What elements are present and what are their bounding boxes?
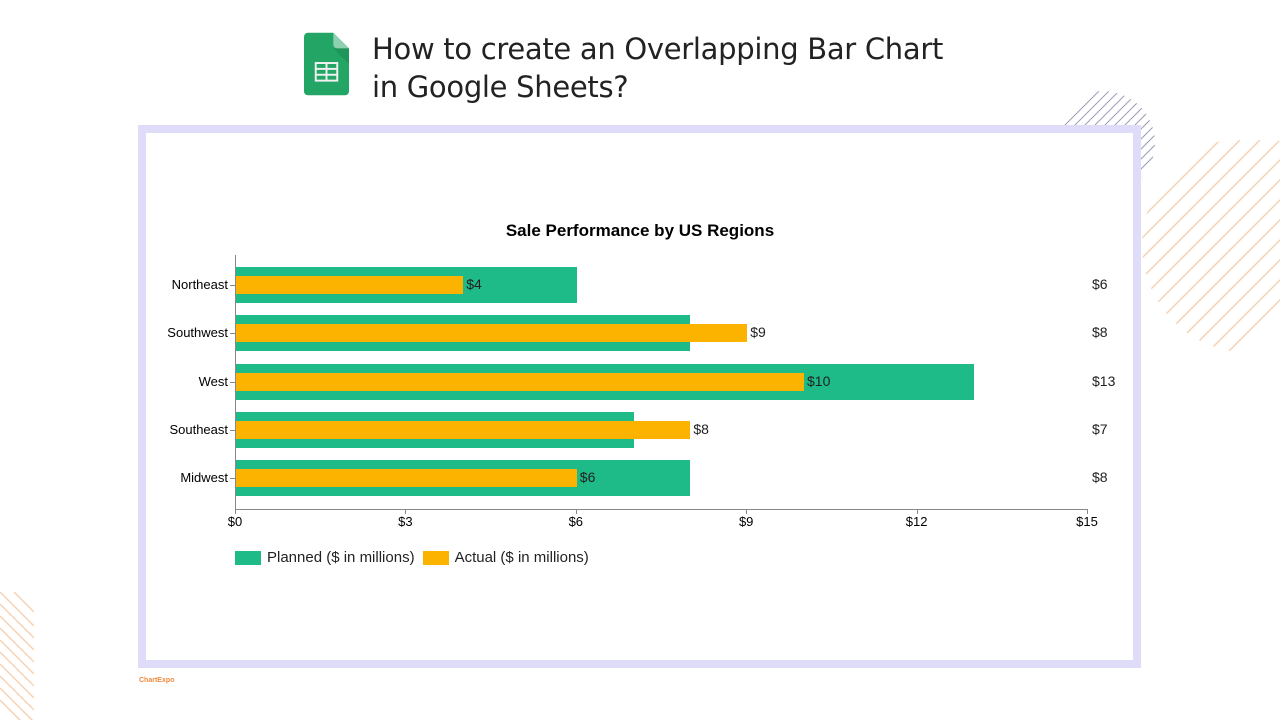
- legend-label-actual: Actual ($ in millions): [454, 549, 589, 566]
- legend-item-actual[interactable]: Actual ($ in millions): [422, 549, 589, 566]
- page-title: How to create an Overlapping Bar Chart i…: [372, 30, 943, 106]
- chartexpo-logo: ChartExpo: [139, 677, 175, 684]
- x-tick: [916, 509, 918, 514]
- bar-actual-southwest[interactable]: [236, 324, 748, 342]
- legend-label-planned: Planned ($ in millions): [267, 549, 415, 566]
- x-tick-label: $3: [398, 514, 413, 529]
- page-title-line2: in Google Sheets?: [372, 70, 629, 104]
- legend-swatch-planned: [235, 550, 261, 565]
- x-tick: [746, 509, 748, 514]
- x-tick: [1087, 509, 1088, 514]
- x-tick-label: $0: [227, 514, 243, 529]
- actual-value-label: $8: [693, 421, 709, 437]
- x-tick-label: $9: [738, 514, 754, 529]
- category-label: Northeast: [171, 277, 228, 292]
- decorative-stripes-right: [1142, 140, 1280, 353]
- chart-title: Sale Performance by US Regions: [505, 221, 775, 240]
- planned-value-label: $13: [1092, 373, 1116, 389]
- bar-actual-southeast[interactable]: [236, 421, 691, 439]
- x-tick: [235, 509, 236, 514]
- y-tick: [230, 285, 235, 286]
- actual-value-label: $6: [579, 469, 596, 485]
- x-tick-label: $6: [568, 514, 584, 529]
- planned-value-label: $7: [1092, 421, 1108, 437]
- y-tick: [230, 478, 235, 479]
- decorative-stripes-bottom-left: [0, 592, 34, 720]
- header: [304, 32, 349, 96]
- category-label: Southeast: [169, 422, 228, 437]
- category-label: Southwest: [167, 325, 228, 340]
- y-axis-line: [235, 255, 236, 510]
- page-title-line1: How to create an Overlapping Bar Chart: [372, 32, 944, 66]
- x-tick-label: $12: [905, 514, 928, 529]
- x-tick: [405, 509, 407, 514]
- x-axis-line: [235, 509, 1088, 510]
- planned-value-label: $8: [1092, 324, 1108, 340]
- y-tick: [230, 382, 235, 383]
- y-tick: [230, 430, 235, 431]
- x-tick-label: $15: [1076, 514, 1098, 529]
- google-sheets-icon: [304, 32, 349, 96]
- actual-value-label: $9: [750, 324, 766, 340]
- bar-actual-midwest[interactable]: [236, 469, 577, 487]
- chart-legend: Planned ($ in millions) Actual ($ in mil…: [235, 549, 597, 566]
- bar-actual-west[interactable]: [236, 373, 804, 391]
- category-label: Midwest: [180, 470, 228, 485]
- legend-swatch-actual: [422, 550, 449, 565]
- bar-actual-northeast[interactable]: [236, 276, 464, 294]
- x-tick: [575, 509, 577, 514]
- planned-value-label: $6: [1092, 276, 1108, 292]
- category-label: West: [198, 374, 228, 389]
- actual-value-label: $10: [807, 373, 831, 389]
- y-tick: [230, 333, 235, 334]
- legend-item-planned[interactable]: Planned ($ in millions): [235, 549, 415, 566]
- actual-value-label: $4: [466, 276, 482, 292]
- planned-value-label: $8: [1092, 469, 1108, 485]
